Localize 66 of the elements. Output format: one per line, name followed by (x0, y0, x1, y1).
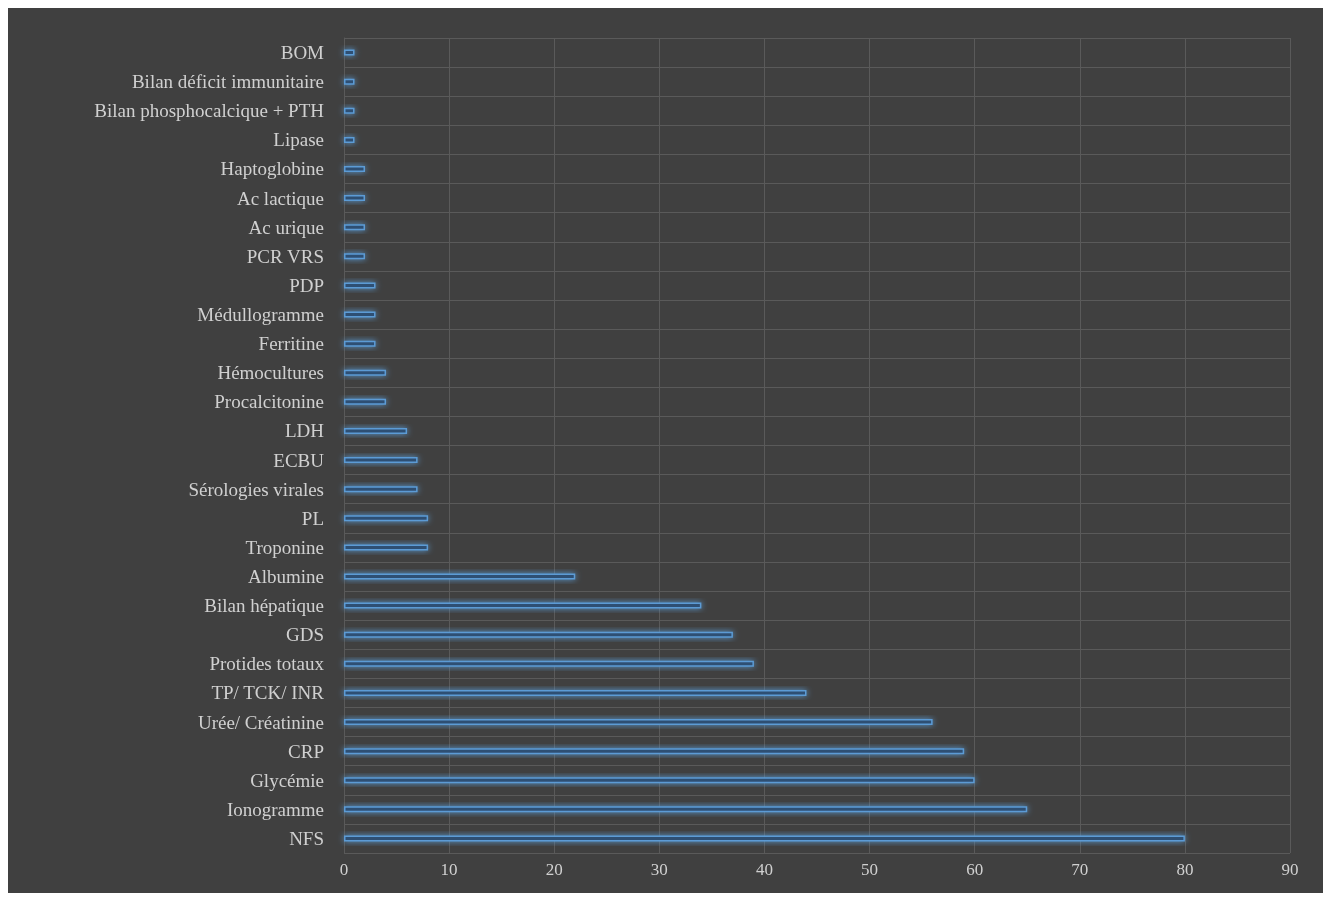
y-tick-label: Glycémie (250, 769, 324, 791)
y-tick-label: Troponine (245, 536, 324, 558)
y-tick-label: CRP (288, 740, 324, 762)
y-tick-label: Bilan phosphocalcique + PTH (94, 100, 325, 122)
bar (344, 311, 376, 318)
bar (344, 398, 387, 405)
y-tick-label: Urée/ Créatinine (197, 711, 324, 733)
y-tick-label: Ac lactique (236, 187, 324, 209)
x-tick-label: 30 (650, 860, 668, 879)
bar (344, 689, 807, 696)
y-tick-label: GDS (285, 624, 324, 646)
y-tick-label: LDH (284, 420, 325, 442)
y-tick-label: PL (301, 507, 324, 529)
bar (344, 719, 933, 726)
bar (344, 835, 1185, 842)
bar (344, 340, 376, 347)
bar (344, 602, 702, 609)
y-tick-label: NFS (289, 827, 324, 849)
x-tick-label: 60 (966, 860, 984, 879)
bar (344, 515, 429, 522)
y-tick-label: Lipase (273, 129, 324, 151)
bar (344, 165, 366, 172)
bar (344, 136, 355, 143)
bar (344, 777, 975, 784)
y-tick-label: ECBU (273, 449, 325, 471)
bar (344, 806, 1028, 813)
x-tick-label: 40 (755, 860, 773, 879)
y-tick-label: Ac urique (248, 216, 324, 238)
bar (344, 49, 355, 56)
y-tick-label: BOM (280, 42, 325, 64)
x-tick-label: 50 (861, 860, 879, 879)
x-tick-label: 10 (440, 860, 458, 879)
bar (344, 224, 366, 231)
bar (344, 427, 408, 434)
bar (344, 195, 366, 202)
y-tick-label: Médullogramme (197, 304, 324, 326)
bar (344, 748, 965, 755)
x-tick-label: 80 (1176, 860, 1194, 879)
y-tick-label: Procalcitonine (214, 391, 324, 413)
bar (344, 660, 754, 667)
bar (344, 282, 376, 289)
y-tick-label: Ionogramme (226, 798, 324, 820)
y-tick-label: Sérologies virales (188, 478, 324, 500)
bar (344, 253, 366, 260)
y-tick-label: Ferritine (258, 333, 324, 355)
bar (344, 78, 355, 85)
x-tick-label: 0 (339, 860, 349, 879)
y-tick-label: PDP (289, 274, 324, 296)
x-tick-label: 20 (545, 860, 563, 879)
y-tick-label: TP/ TCK/ INR (211, 682, 325, 704)
bar (344, 369, 387, 376)
y-tick-label: Protides totaux (209, 653, 325, 675)
y-tick-label: Albumine (248, 565, 324, 587)
y-tick-label: Hémocultures (217, 362, 324, 384)
bar (344, 544, 429, 551)
y-tick-label: Haptoglobine (220, 158, 324, 180)
y-tick-label: PCR VRS (246, 245, 324, 267)
bar (344, 486, 418, 493)
bar (344, 573, 576, 580)
bar (344, 631, 733, 638)
bar (344, 107, 355, 114)
x-tick-label: 90 (1281, 860, 1299, 879)
y-tick-label: Bilan déficit immunitaire (131, 71, 324, 93)
x-tick-label: 70 (1071, 860, 1089, 879)
y-tick-label: Bilan hépatique (204, 595, 324, 617)
bar (344, 457, 418, 464)
